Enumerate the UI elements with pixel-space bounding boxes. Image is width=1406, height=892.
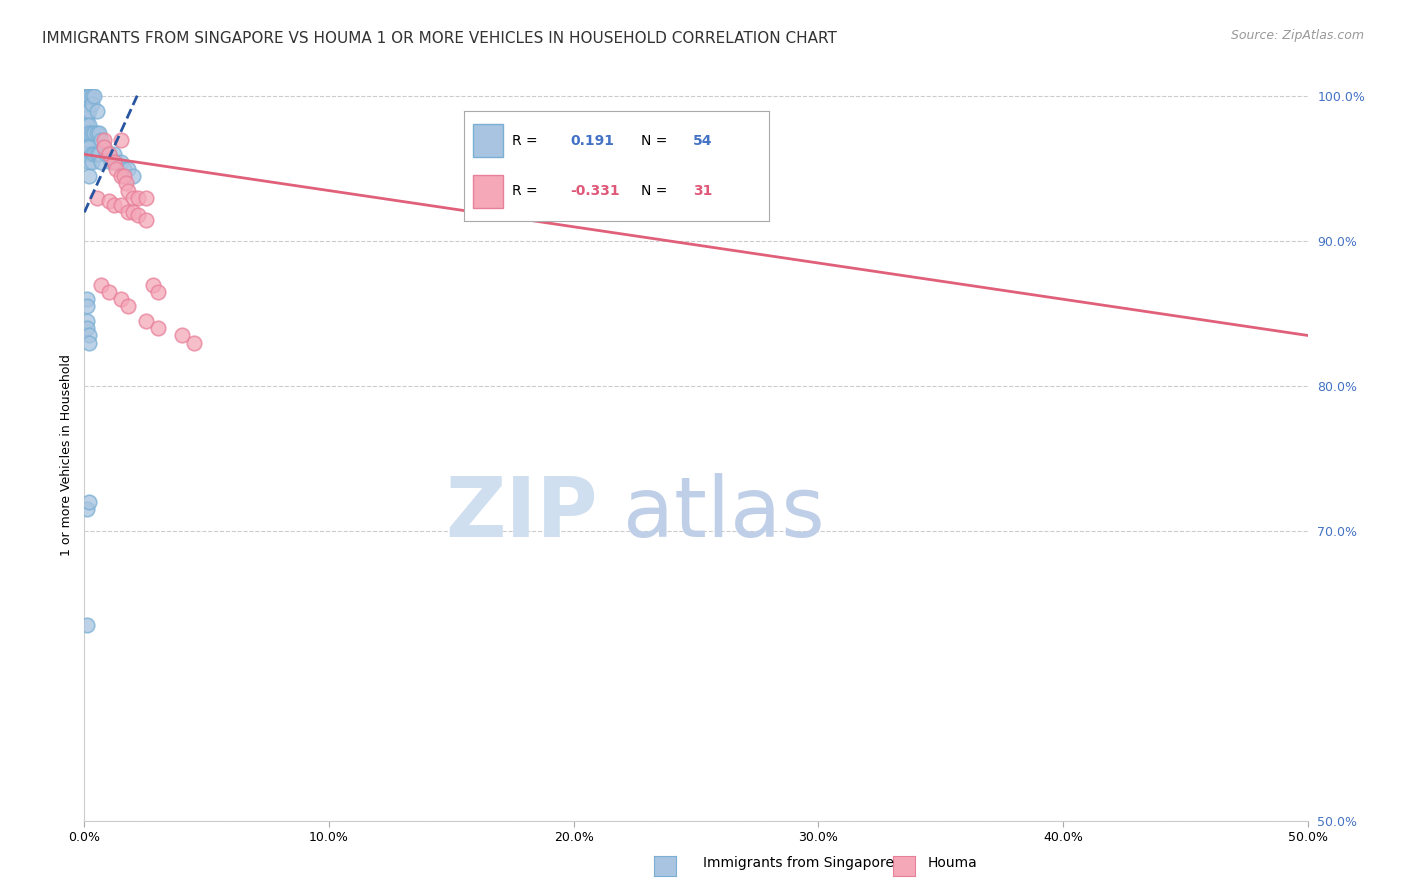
Point xyxy=(76,140,98,154)
Point xyxy=(135,314,157,328)
Point xyxy=(115,177,138,191)
Point xyxy=(117,205,139,219)
Point xyxy=(77,103,100,118)
Point xyxy=(77,328,100,343)
Point xyxy=(172,328,194,343)
Point xyxy=(117,184,139,198)
Point xyxy=(110,154,132,169)
Point xyxy=(100,154,122,169)
Point xyxy=(77,140,100,154)
Point xyxy=(76,133,98,147)
Point xyxy=(146,285,169,299)
Point xyxy=(93,140,115,154)
Point xyxy=(103,154,125,169)
Point xyxy=(80,126,103,140)
Point xyxy=(76,96,98,111)
Point xyxy=(76,314,98,328)
Point xyxy=(76,321,98,335)
Text: Immigrants from Singapore: Immigrants from Singapore xyxy=(703,856,894,871)
Point xyxy=(86,126,108,140)
Point xyxy=(183,335,205,350)
Point xyxy=(87,147,110,161)
Point xyxy=(90,277,112,292)
Point xyxy=(76,89,98,103)
Point xyxy=(112,161,135,176)
Point xyxy=(76,111,98,125)
Point xyxy=(103,198,125,212)
Point xyxy=(76,502,98,516)
Point xyxy=(97,194,120,208)
Point xyxy=(146,321,169,335)
Point xyxy=(122,205,145,219)
Point xyxy=(117,161,139,176)
Point xyxy=(77,169,100,183)
Point xyxy=(105,161,128,176)
Point xyxy=(127,208,149,222)
Point xyxy=(77,495,100,509)
Point xyxy=(96,147,118,161)
Point xyxy=(122,191,145,205)
Point xyxy=(83,89,105,103)
Point xyxy=(110,292,132,306)
Point xyxy=(86,147,108,161)
Point xyxy=(83,147,105,161)
Point xyxy=(97,147,120,161)
Point xyxy=(77,126,100,140)
Point xyxy=(80,154,103,169)
Y-axis label: 1 or more Vehicles in Household: 1 or more Vehicles in Household xyxy=(60,354,73,556)
Point xyxy=(76,89,98,103)
Point xyxy=(77,89,100,103)
Text: atlas: atlas xyxy=(623,473,824,554)
Point xyxy=(77,119,100,133)
Point xyxy=(76,300,98,314)
Point xyxy=(90,154,112,169)
Point xyxy=(97,285,120,299)
Point xyxy=(142,277,165,292)
Point xyxy=(135,212,157,227)
Point xyxy=(83,126,105,140)
Point xyxy=(110,169,132,183)
Point xyxy=(77,335,100,350)
Point xyxy=(76,119,98,133)
Point xyxy=(80,89,103,103)
Point xyxy=(93,140,115,154)
Point xyxy=(93,133,115,147)
Point xyxy=(80,96,103,111)
Text: ZIP: ZIP xyxy=(446,473,598,554)
Point xyxy=(77,154,100,169)
Point xyxy=(110,198,132,212)
Point xyxy=(97,147,120,161)
Point xyxy=(87,126,110,140)
Point xyxy=(86,191,108,205)
Point xyxy=(80,147,103,161)
Point xyxy=(122,169,145,183)
Text: Source: ZipAtlas.com: Source: ZipAtlas.com xyxy=(1230,29,1364,42)
Point xyxy=(76,618,98,632)
Point xyxy=(110,133,132,147)
Point xyxy=(105,154,128,169)
Point xyxy=(117,300,139,314)
Point xyxy=(127,191,149,205)
Point xyxy=(76,126,98,140)
Point xyxy=(76,147,98,161)
Point xyxy=(86,103,108,118)
Point xyxy=(103,147,125,161)
Point xyxy=(76,103,98,118)
Point xyxy=(76,292,98,306)
Point xyxy=(135,191,157,205)
Point xyxy=(77,89,100,103)
Text: Houma: Houma xyxy=(928,856,977,871)
Text: IMMIGRANTS FROM SINGAPORE VS HOUMA 1 OR MORE VEHICLES IN HOUSEHOLD CORRELATION C: IMMIGRANTS FROM SINGAPORE VS HOUMA 1 OR … xyxy=(42,31,837,46)
Point xyxy=(112,169,135,183)
Point xyxy=(90,133,112,147)
